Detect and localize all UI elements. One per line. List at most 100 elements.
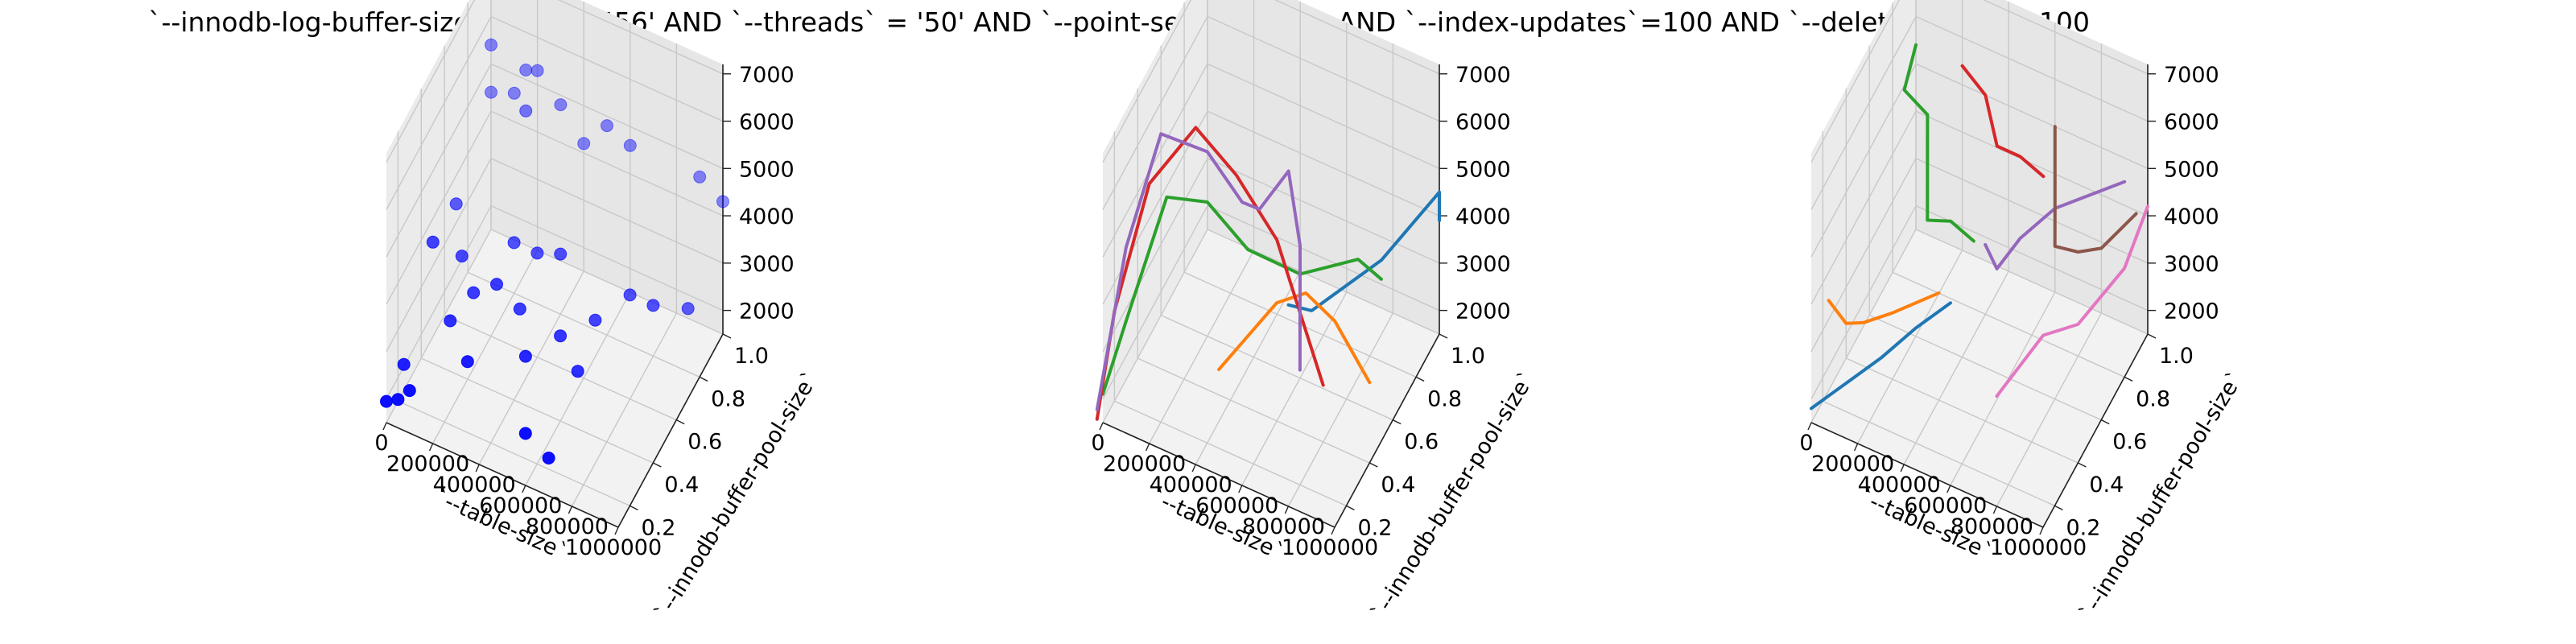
left-pane bbox=[386, 0, 491, 423]
scatter-point bbox=[716, 195, 729, 208]
scatter-point bbox=[530, 64, 544, 77]
floor-pane bbox=[1103, 229, 1439, 527]
x-tick-mark bbox=[382, 422, 387, 431]
scatter-point bbox=[449, 197, 463, 211]
x-tick-mark bbox=[1900, 464, 1905, 473]
scatter-point bbox=[397, 357, 411, 371]
scatter-point bbox=[507, 236, 521, 250]
z-tick-label: 6000 bbox=[2164, 110, 2219, 135]
z-tick-label: 4000 bbox=[739, 204, 795, 229]
grid-line-y bbox=[420, 89, 654, 464]
y-tick-mark bbox=[630, 505, 638, 510]
scatter-point bbox=[391, 393, 405, 407]
y-tick-label: 0.2 bbox=[1357, 515, 1392, 540]
series-line bbox=[1984, 180, 2127, 270]
grid-line-z bbox=[386, 110, 724, 305]
grid-line-y bbox=[1868, 45, 2102, 421]
y-tick-label: 0.4 bbox=[2089, 473, 2124, 497]
back-pane bbox=[491, 0, 723, 334]
grid-line-y bbox=[1845, 89, 2079, 464]
scatter-point bbox=[623, 138, 637, 152]
y-tick-mark bbox=[1439, 333, 1448, 339]
x-tick-mark bbox=[1946, 485, 1951, 493]
grid-line-z bbox=[1102, 0, 1440, 163]
scatter-point bbox=[467, 286, 481, 299]
series-line bbox=[1095, 132, 1302, 411]
y-tick-label: 1.0 bbox=[2159, 344, 2194, 369]
x-tick-label: 0 bbox=[1091, 431, 1104, 456]
scatter-point bbox=[519, 104, 533, 118]
y-axis-line bbox=[617, 333, 724, 528]
series-line bbox=[1960, 64, 2046, 179]
series-line bbox=[1902, 43, 1975, 243]
floor-pane bbox=[1811, 229, 2148, 527]
grid-line-z bbox=[386, 157, 724, 353]
x-tick-label: 800000 bbox=[1951, 514, 2033, 539]
scatter-point bbox=[507, 86, 521, 100]
grid-line-z bbox=[1810, 15, 2149, 210]
scatter-point bbox=[380, 394, 393, 408]
y-tick-mark bbox=[2147, 333, 2157, 339]
x-tick-mark bbox=[1145, 443, 1150, 452]
grid-line-z bbox=[386, 0, 724, 163]
z-tick-label: 3000 bbox=[739, 252, 795, 277]
scatter-point bbox=[623, 288, 637, 302]
x-tick-mark bbox=[614, 526, 619, 535]
x-axis-line bbox=[1102, 422, 1335, 528]
x-tick-label: 800000 bbox=[526, 514, 609, 539]
scatter-point bbox=[554, 329, 568, 343]
z-tick-label: 6000 bbox=[1455, 110, 1511, 135]
y-tick-mark bbox=[1392, 419, 1402, 425]
y-tick-label: 0.6 bbox=[687, 430, 722, 455]
grid-line-y bbox=[1137, 89, 1370, 464]
scatter-point bbox=[490, 278, 503, 291]
x-axis-line bbox=[1810, 422, 2044, 528]
grid-line-z bbox=[1810, 204, 2149, 399]
x-tick-mark bbox=[1238, 485, 1243, 493]
scatter-point bbox=[455, 250, 469, 263]
grid-line-y bbox=[444, 45, 677, 421]
y-tick-mark bbox=[1369, 462, 1378, 468]
back-pane bbox=[1208, 0, 1439, 334]
scatter-point bbox=[518, 349, 532, 363]
scatter-point bbox=[681, 302, 695, 316]
x-tick-label: 400000 bbox=[1150, 473, 1232, 497]
grid-line-z bbox=[386, 204, 724, 399]
y-axis-line bbox=[2042, 333, 2149, 528]
scatter-point bbox=[601, 119, 613, 133]
scatter-point bbox=[519, 64, 533, 76]
y-tick-mark bbox=[699, 376, 708, 382]
series-line bbox=[1217, 291, 1372, 385]
x-tick-mark bbox=[1099, 422, 1104, 431]
y-tick-mark bbox=[722, 333, 732, 339]
series-line bbox=[1101, 195, 1383, 396]
scatter-point bbox=[542, 452, 555, 464]
scatter-point bbox=[485, 38, 497, 52]
grid-line-z bbox=[1810, 110, 2149, 305]
x-tick-label: 800000 bbox=[1242, 514, 1325, 539]
y-tick-mark bbox=[675, 419, 685, 425]
y-tick-label: 0.4 bbox=[664, 473, 699, 497]
scatter-point bbox=[513, 302, 526, 316]
scatter-point bbox=[444, 314, 457, 328]
z-tick-label: 7000 bbox=[2164, 63, 2219, 88]
z-tick-label: 5000 bbox=[2164, 157, 2219, 182]
y-tick-mark bbox=[653, 462, 662, 468]
y-tick-label: 0.8 bbox=[2136, 386, 2170, 411]
scatter-point bbox=[485, 85, 497, 99]
scatter-point bbox=[571, 365, 584, 378]
y-tick-mark bbox=[2100, 419, 2110, 425]
x-tick-mark bbox=[1191, 464, 1196, 473]
grid-line-z bbox=[1810, 157, 2149, 353]
grid-line-y bbox=[1183, 2, 1417, 378]
scatter-point bbox=[693, 170, 707, 184]
scatter-point bbox=[426, 235, 440, 249]
grid-line-z bbox=[1102, 63, 1440, 258]
scatter-point bbox=[554, 247, 568, 261]
z-tick-label: 4000 bbox=[1455, 204, 1511, 229]
y-tick-label: 0.8 bbox=[711, 386, 745, 411]
x-tick-mark bbox=[568, 506, 573, 514]
scatter-point bbox=[530, 246, 544, 260]
x-tick-label: 200000 bbox=[1811, 452, 1894, 477]
